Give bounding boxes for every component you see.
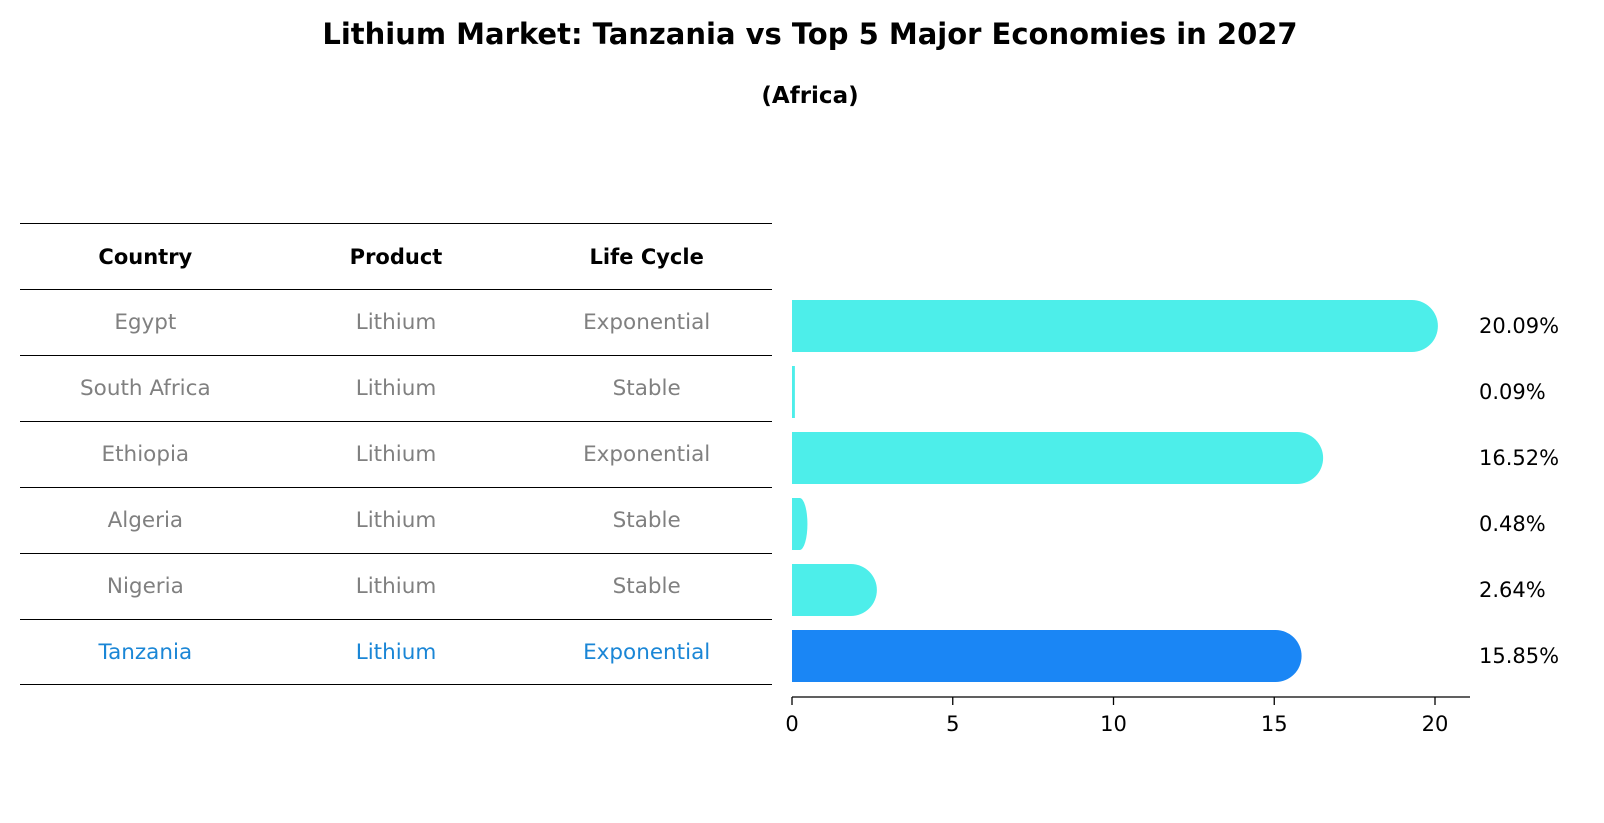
bar-nigeria — [792, 564, 877, 616]
x-tick-label: 20 — [1422, 712, 1449, 736]
chart-title: Lithium Market: Tanzania vs Top 5 Major … — [322, 17, 1298, 51]
table-row-highlighted: Tanzania Lithium Exponential — [20, 619, 772, 685]
bar-algeria — [792, 498, 808, 550]
product-cell: Lithium — [355, 508, 437, 533]
country-cell: Ethiopia — [101, 442, 190, 467]
life-cycle-cell: Stable — [612, 376, 681, 401]
data-table: Country Product Life Cycle Egypt Lithium… — [20, 223, 772, 685]
chart-subtitle: (Africa) — [761, 83, 859, 109]
life-cycle-cell: Stable — [612, 508, 681, 533]
bar-south-africa — [792, 366, 795, 418]
product-cell: Lithium — [355, 310, 437, 335]
country-cell: Tanzania — [98, 639, 193, 665]
table-row: Ethiopia Lithium Exponential — [20, 421, 772, 487]
table-row: Nigeria Lithium Stable — [20, 553, 772, 619]
country-cell: South Africa — [80, 376, 211, 401]
value-label: 0.48% — [1479, 512, 1546, 536]
product-cell: Lithium — [355, 376, 437, 401]
x-tick-label: 10 — [1100, 712, 1127, 736]
value-label: 20.09% — [1479, 314, 1559, 338]
life-cycle-cell: Exponential — [583, 310, 711, 335]
value-label: 0.09% — [1479, 380, 1546, 404]
x-tick-label: 5 — [946, 712, 959, 736]
bar-egypt — [792, 300, 1438, 352]
table-header-row: Country Product Life Cycle — [20, 223, 772, 289]
x-tick-label: 15 — [1261, 712, 1288, 736]
header-country: Country — [98, 244, 193, 269]
value-label: 15.85% — [1479, 644, 1559, 668]
country-cell: Egypt — [114, 310, 177, 335]
header-product: Product — [349, 244, 443, 269]
country-cell: Nigeria — [106, 574, 184, 599]
header-life-cycle: Life Cycle — [589, 244, 704, 269]
value-label: 16.52% — [1479, 446, 1559, 470]
product-cell: Lithium — [355, 442, 437, 467]
table-row: South Africa Lithium Stable — [20, 355, 772, 421]
bar-tanzania — [792, 630, 1302, 682]
country-cell: Algeria — [107, 508, 184, 533]
table-row: Egypt Lithium Exponential — [20, 289, 772, 355]
value-label: 2.64% — [1479, 578, 1546, 602]
product-cell: Lithium — [355, 574, 437, 599]
table-row: Algeria Lithium Stable — [20, 487, 772, 553]
life-cycle-cell: Stable — [612, 574, 681, 599]
x-tick-label: 0 — [785, 712, 798, 736]
life-cycle-cell: Exponential — [583, 639, 711, 665]
product-cell: Lithium — [355, 639, 437, 665]
bar-ethiopia — [792, 432, 1324, 484]
life-cycle-cell: Exponential — [583, 442, 711, 467]
